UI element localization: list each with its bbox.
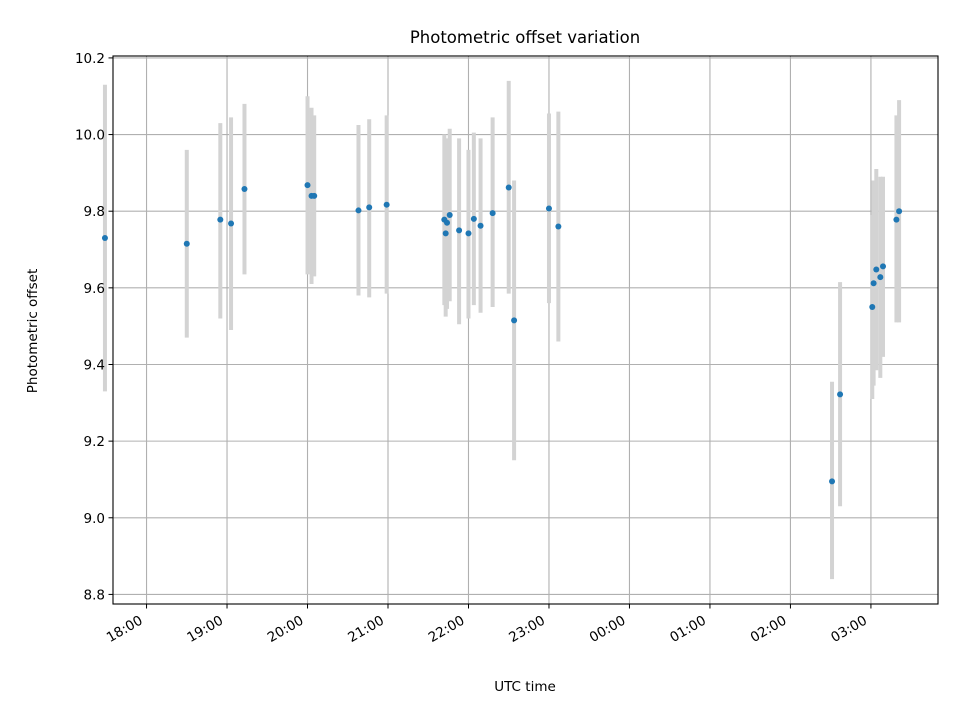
data-point [545, 205, 552, 212]
x-tick-label: 23:00 [506, 613, 548, 646]
data-point [511, 317, 518, 324]
x-tick-label: 01:00 [667, 613, 709, 646]
data-point [877, 274, 884, 281]
data-point [217, 216, 224, 223]
data-point [241, 185, 248, 192]
y-tick-label: 9.4 [84, 357, 105, 373]
y-tick-label: 9.2 [84, 434, 105, 450]
x-axis-label: UTC time [494, 679, 556, 695]
data-point [446, 212, 453, 219]
data-point [465, 230, 472, 237]
data-point [228, 220, 235, 227]
x-tick-label: 19:00 [184, 613, 226, 646]
data-point [893, 216, 900, 223]
y-tick-label: 9.8 [84, 204, 105, 220]
x-tick-label: 22:00 [426, 613, 468, 646]
x-tick-label: 18:00 [104, 613, 146, 646]
data-point [183, 240, 190, 247]
error-bars [102, 80, 902, 580]
y-axis-label: Photometric offset [25, 269, 41, 393]
data-point [444, 219, 451, 226]
y-tick-label: 10.2 [75, 51, 105, 67]
data-points [101, 182, 903, 485]
data-point [896, 208, 903, 215]
y-tick-label: 8.8 [84, 587, 105, 603]
plot-frame [112, 55, 939, 605]
data-point [869, 304, 876, 311]
data-point [355, 207, 362, 214]
data-point [442, 230, 449, 237]
data-point [101, 235, 108, 242]
y-tick-label: 9.0 [84, 511, 105, 527]
data-point [505, 184, 512, 191]
data-point [880, 263, 886, 270]
grid [113, 56, 938, 604]
x-tick-label: 00:00 [587, 613, 629, 646]
data-point [366, 204, 373, 211]
x-tick-label: 21:00 [345, 613, 387, 646]
chart-title: Photometric offset variation [410, 28, 640, 47]
data-point [873, 266, 880, 273]
y-tick-label: 9.6 [84, 281, 105, 297]
data-point [477, 222, 484, 229]
y-tick-label: 10.0 [75, 128, 105, 144]
x-tick-label: 03:00 [828, 613, 870, 646]
data-point [311, 192, 318, 199]
data-point [304, 182, 311, 189]
data-point [837, 391, 844, 398]
x-tick-label: 20:00 [265, 613, 307, 646]
data-point [383, 201, 390, 208]
data-point [470, 215, 477, 222]
data-point [489, 210, 496, 217]
data-point [555, 223, 562, 230]
data-point [870, 280, 877, 287]
data-point [456, 227, 463, 234]
x-tick-label: 02:00 [748, 613, 790, 646]
data-point [829, 478, 836, 485]
